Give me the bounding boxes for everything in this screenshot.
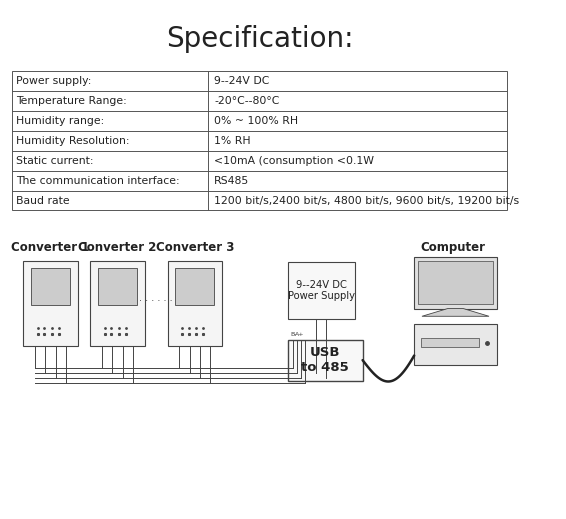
FancyBboxPatch shape — [288, 339, 363, 381]
FancyBboxPatch shape — [98, 268, 137, 305]
FancyBboxPatch shape — [414, 257, 497, 308]
FancyBboxPatch shape — [421, 338, 479, 347]
Text: RS485: RS485 — [214, 175, 249, 186]
Text: 1200 bit/s,2400 bit/s, 4800 bit/s, 9600 bit/s, 19200 bit/s: 1200 bit/s,2400 bit/s, 4800 bit/s, 9600 … — [214, 196, 519, 206]
Text: Power supply:: Power supply: — [16, 76, 91, 86]
Text: Converter 3: Converter 3 — [156, 241, 234, 254]
Text: B-: B- — [290, 332, 297, 337]
Text: Converter 1: Converter 1 — [11, 241, 89, 254]
Text: Temperature Range:: Temperature Range: — [16, 96, 127, 106]
FancyBboxPatch shape — [23, 261, 78, 346]
Text: The communication interface:: The communication interface: — [16, 175, 179, 186]
Text: USB
to 485: USB to 485 — [301, 346, 349, 374]
Text: Static current:: Static current: — [16, 156, 93, 166]
Text: . . . . . .: . . . . . . — [139, 293, 173, 304]
FancyBboxPatch shape — [175, 268, 215, 305]
FancyBboxPatch shape — [91, 261, 144, 346]
Text: 1% RH: 1% RH — [214, 136, 251, 146]
Text: A+: A+ — [294, 332, 304, 337]
FancyBboxPatch shape — [418, 261, 492, 305]
Text: Humidity range:: Humidity range: — [16, 116, 104, 126]
Text: Humidity Resolution:: Humidity Resolution: — [16, 136, 130, 146]
FancyBboxPatch shape — [414, 324, 497, 365]
Text: Baud rate: Baud rate — [16, 196, 70, 206]
Text: 9--24V DC: 9--24V DC — [214, 76, 269, 86]
Polygon shape — [422, 308, 489, 316]
FancyBboxPatch shape — [288, 262, 355, 319]
FancyBboxPatch shape — [31, 268, 70, 305]
FancyBboxPatch shape — [168, 261, 222, 346]
Text: 0% ~ 100% RH: 0% ~ 100% RH — [214, 116, 298, 126]
Text: Specification:: Specification: — [166, 24, 353, 52]
Text: 9--24V DC
Power Supply: 9--24V DC Power Supply — [288, 280, 355, 301]
Text: -20°C--80°C: -20°C--80°C — [214, 96, 280, 106]
Text: Computer: Computer — [421, 241, 486, 254]
Text: <10mA (consumption <0.1W: <10mA (consumption <0.1W — [214, 156, 374, 166]
Text: Converter 2: Converter 2 — [78, 241, 157, 254]
